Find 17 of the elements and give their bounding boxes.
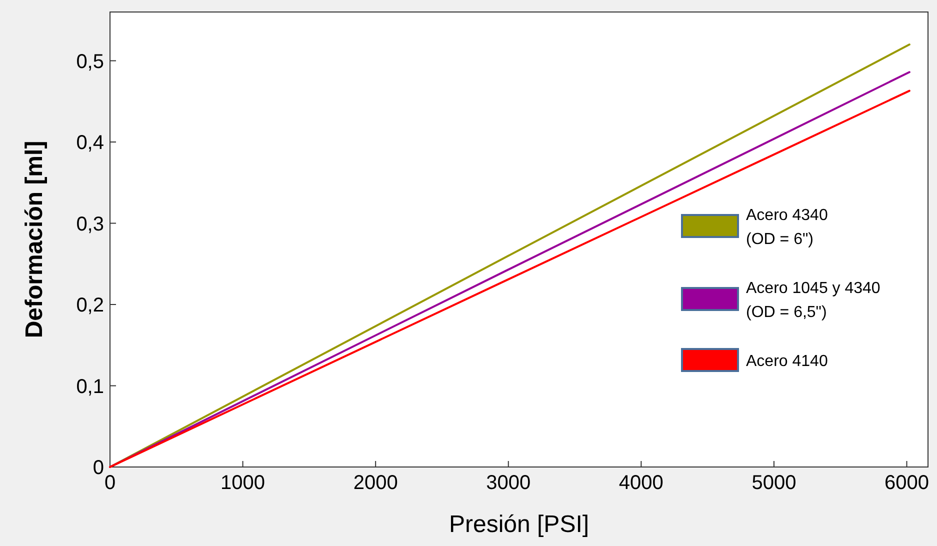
x-tick-label: 4000 <box>618 472 664 494</box>
y-tick-label: 0,4 <box>76 132 104 154</box>
y-tick-label: 0,5 <box>76 50 104 73</box>
y-tick-label: 0,2 <box>76 294 104 316</box>
y-tick-label: 0,1 <box>76 376 104 398</box>
y-tick-label: 0 <box>92 457 104 479</box>
x-tick-label: 5000 <box>752 472 796 494</box>
y-tick-label: 0,3 <box>76 213 104 236</box>
y-axis-title: Deformación [ml] <box>21 140 48 338</box>
x-tick-label: 3000 <box>486 472 531 494</box>
x-tick-label: 1000 <box>220 472 266 494</box>
x-tick-label: 2000 <box>353 472 398 494</box>
x-axis-title: Presión [PSI] <box>448 511 590 538</box>
x-tick-label: 6000 <box>884 472 930 494</box>
legend-label: Acero 4140 <box>746 353 828 370</box>
legend-label: Acero 1045 y 4340 (OD = 6,5") <box>746 280 880 321</box>
legend-label: Acero 4340 (OD = 6") <box>746 207 828 248</box>
